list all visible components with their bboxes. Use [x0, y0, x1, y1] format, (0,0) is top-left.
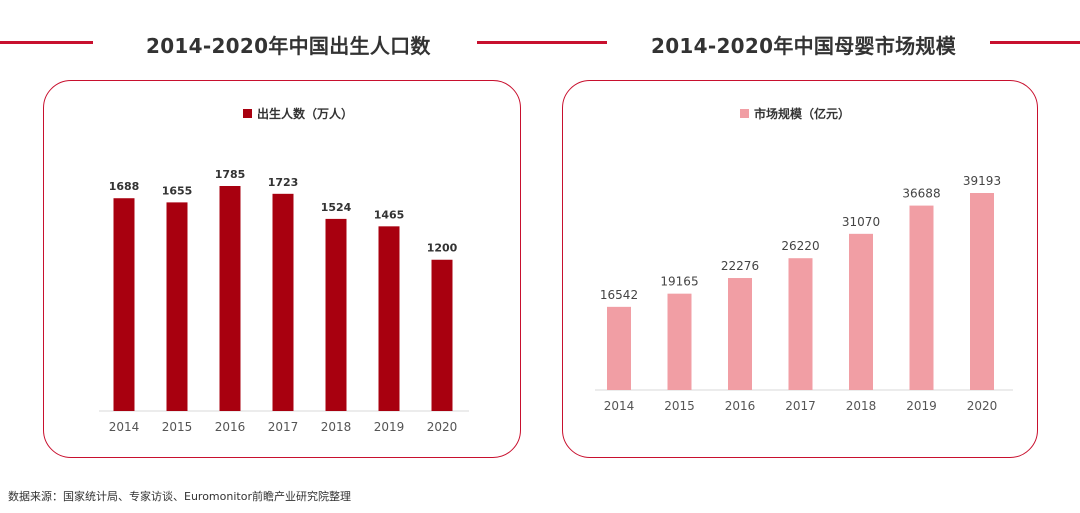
bar-2015	[667, 293, 692, 390]
data-label-2020: 1200	[427, 242, 458, 255]
legend-label: 市场规模（亿元）	[754, 106, 850, 121]
right-section-title: 2014-2020年中国母婴市场规模	[651, 34, 957, 58]
data-label-2015: 1655	[162, 184, 193, 197]
bar-2015	[166, 202, 188, 411]
bar-2018	[849, 233, 873, 390]
legend-label: 出生人数（万人）	[257, 106, 353, 121]
x-tick-2016: 2016	[725, 399, 756, 413]
x-tick-2019: 2019	[374, 420, 405, 434]
x-tick-2020: 2020	[967, 399, 998, 413]
legend-swatch	[243, 109, 252, 118]
bar-2014	[113, 198, 135, 411]
chart-legend: 出生人数（万人）	[243, 106, 353, 121]
data-label-2017: 26220	[781, 239, 819, 253]
left-section-title: 2014-2020年中国出生人口数	[146, 34, 431, 58]
x-tick-2020: 2020	[427, 420, 458, 434]
data-label-2014: 16542	[600, 288, 638, 302]
data-label-2018: 1524	[321, 201, 352, 214]
data-label-2020: 39193	[963, 174, 1001, 188]
data-label-2017: 1723	[268, 176, 299, 189]
x-tick-2014: 2014	[604, 399, 635, 413]
x-tick-2015: 2015	[664, 399, 695, 413]
maternal-market-chart-panel: 市场规模（亿元） 16542 2014 19165 2015 22276 2016 26220…	[562, 80, 1038, 458]
chart-legend: 市场规模（亿元）	[740, 106, 850, 121]
bar-2017	[788, 258, 813, 390]
header-line-right	[990, 41, 1080, 44]
header-line-middle	[477, 41, 607, 44]
x-tick-2019: 2019	[906, 399, 937, 413]
data-label-2016: 1785	[215, 168, 246, 181]
data-label-2016: 22276	[721, 259, 759, 273]
x-tick-2015: 2015	[162, 420, 193, 434]
x-tick-2018: 2018	[321, 420, 352, 434]
data-label-2019: 1465	[374, 208, 405, 221]
bar-2014	[607, 306, 631, 390]
x-tick-2017: 2017	[268, 420, 299, 434]
x-tick-2018: 2018	[846, 399, 877, 413]
data-label-2019: 36688	[902, 187, 940, 201]
bar-2019	[378, 226, 400, 411]
x-tick-2017: 2017	[785, 399, 816, 413]
x-tick-2014: 2014	[109, 420, 140, 434]
maternal-market-chart: 市场规模（亿元） 16542 2014 19165 2015 22276 2016 26220…	[595, 106, 1013, 413]
bar-2020	[970, 193, 994, 390]
x-tick-2016: 2016	[215, 420, 246, 434]
data-source-note: 数据来源：国家统计局、专家访谈、Euromonitor前瞻产业研究院整理	[8, 490, 351, 503]
bar-2019	[909, 205, 934, 390]
legend-swatch	[740, 109, 749, 118]
bar-2016	[219, 186, 241, 411]
data-label-2014: 1688	[109, 180, 140, 193]
data-label-2015: 19165	[660, 275, 698, 289]
bar-2020	[431, 259, 453, 411]
bar-2017	[272, 193, 294, 411]
bar-2016	[728, 278, 752, 390]
birth-population-chart-panel: 出生人数（万人） 1688 2014 1655 2015 1785 2016 1723 2017…	[43, 80, 521, 458]
data-label-2018: 31070	[842, 215, 880, 229]
birth-population-chart: 出生人数（万人） 1688 2014 1655 2015 1785 2016 1723 2017…	[99, 106, 469, 434]
bar-2018	[325, 218, 347, 411]
header-line-left	[0, 41, 93, 44]
